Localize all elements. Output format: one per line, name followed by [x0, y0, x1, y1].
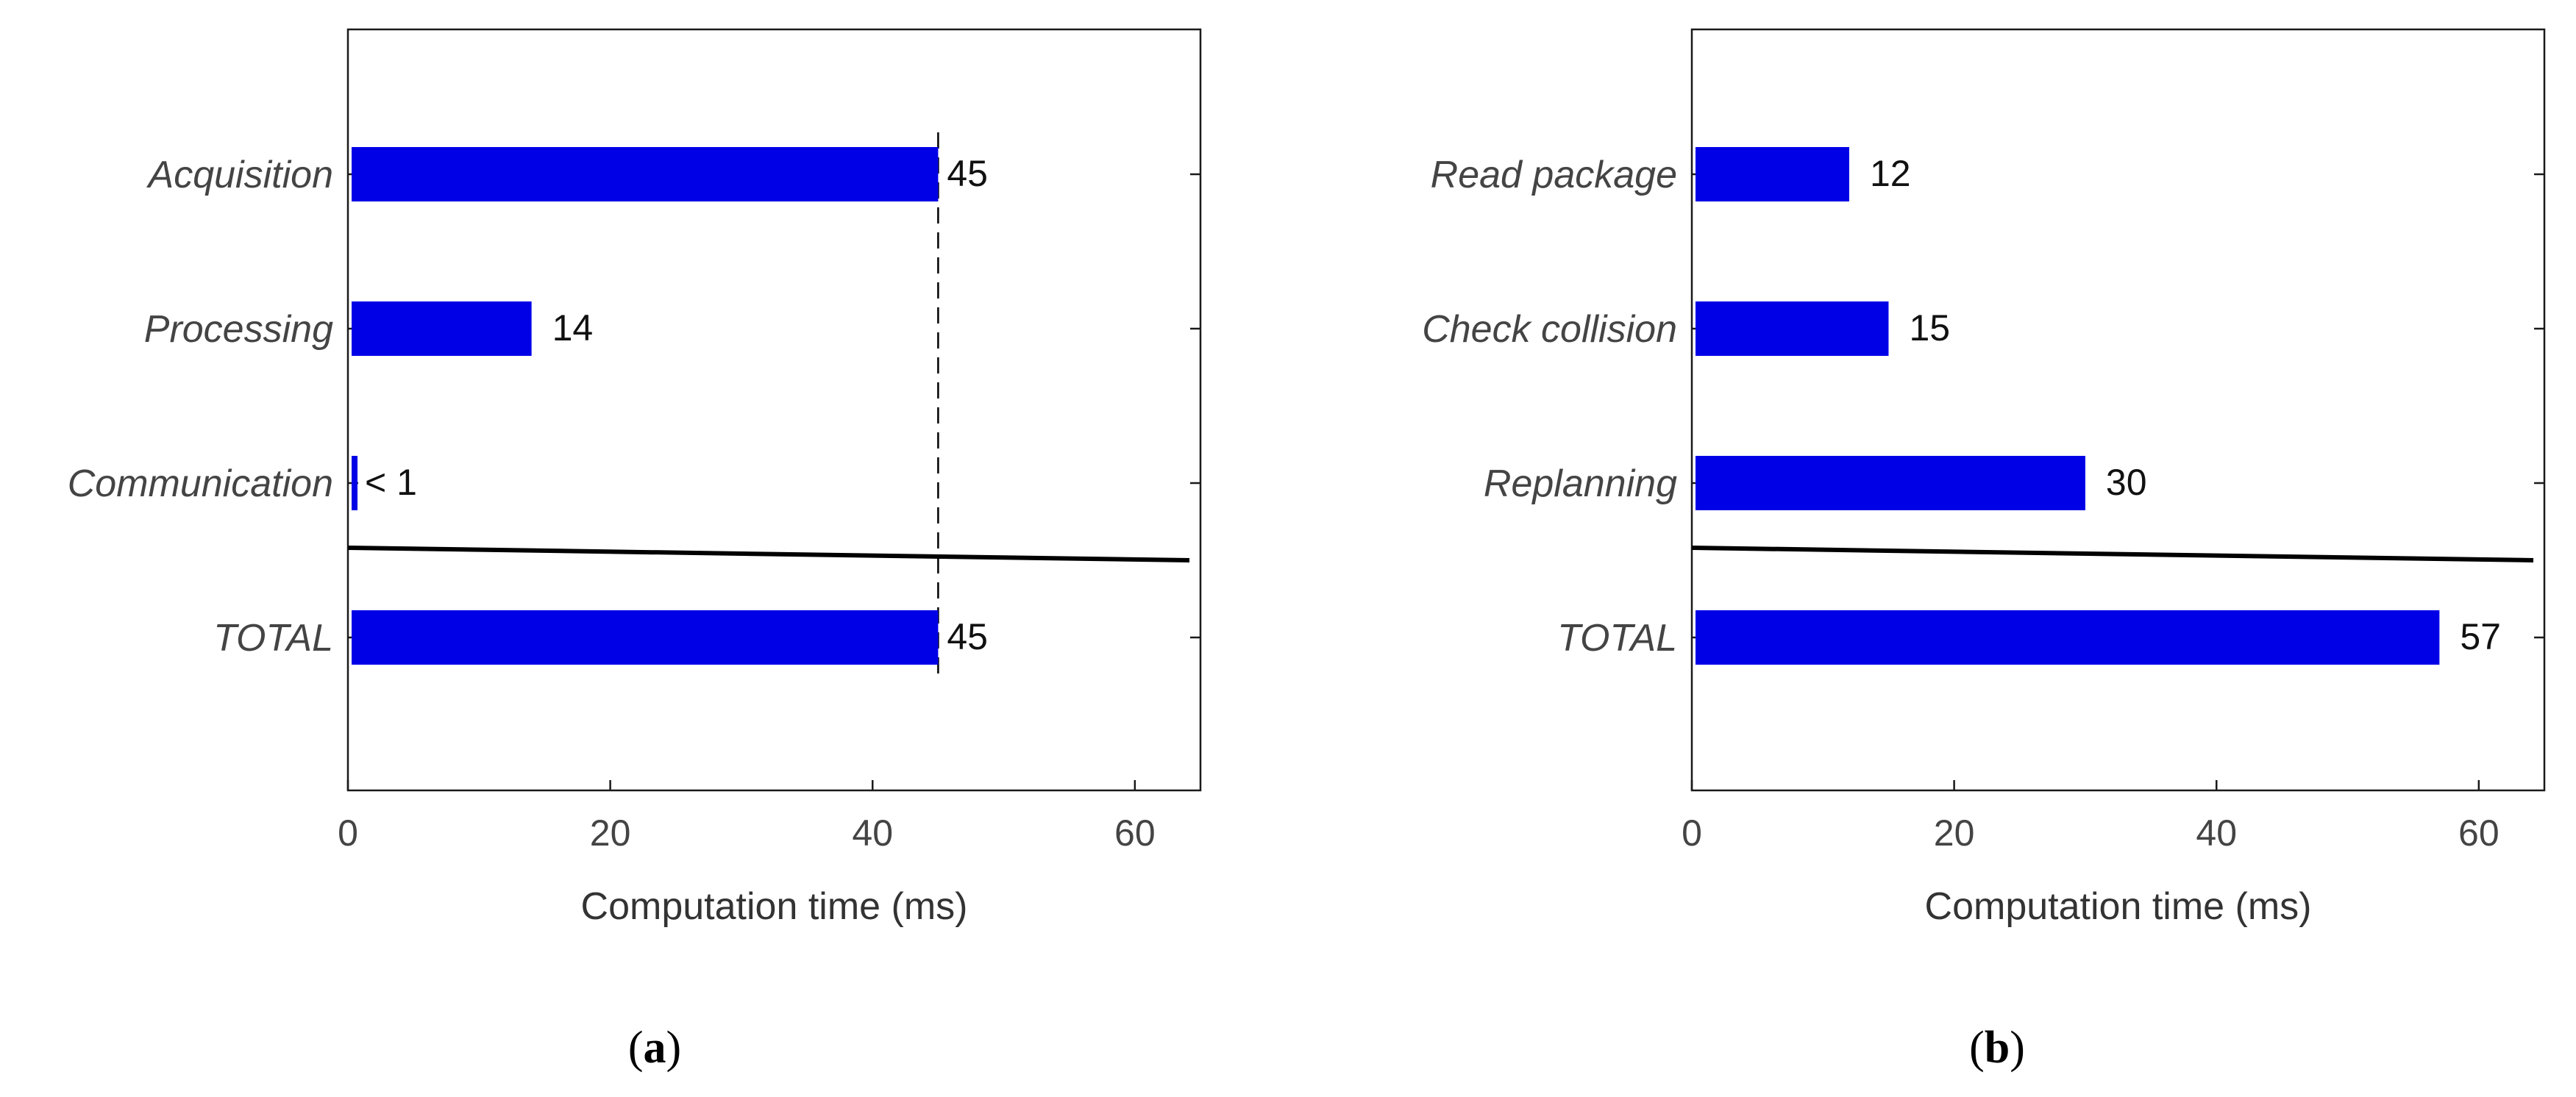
total-separator-line: [1691, 546, 2534, 562]
panel-label: (a): [628, 1023, 681, 1073]
x-axis-label: Computation time (ms): [1925, 885, 2312, 928]
x-tick-label: 0: [338, 812, 358, 854]
x-tick-label: 0: [1682, 812, 1702, 854]
value-label: 12: [1870, 153, 1911, 194]
chart-a: 0 20 40 60 Computation time (ms) Acquisition 4…: [68, 28, 1202, 1073]
bar: [1696, 610, 2440, 665]
value-label: 14: [552, 307, 594, 349]
bar: [352, 301, 532, 356]
x-tick-label: 20: [1934, 812, 1975, 854]
category-label: Processing: [144, 308, 333, 351]
total-separator-line: [347, 546, 1190, 562]
value-label: 45: [947, 616, 988, 657]
category-label: Replanning: [1484, 462, 1677, 505]
value-label: < 1: [365, 462, 417, 503]
bar: [352, 456, 357, 510]
category-label: Acquisition: [146, 154, 333, 196]
category-label: Check collision: [1422, 308, 1677, 351]
category-label: Read package: [1431, 154, 1677, 196]
bar: [352, 147, 939, 201]
x-tick-label: 40: [2196, 812, 2237, 854]
category-label: TOTAL: [213, 617, 333, 660]
plot-frame: [346, 28, 1202, 792]
category-label: Communication: [68, 462, 333, 505]
x-tick-label: 60: [2458, 812, 2499, 854]
value-label: 15: [1909, 307, 1950, 349]
x-axis-label: Computation time (ms): [581, 885, 968, 928]
category-label: TOTAL: [1557, 617, 1677, 660]
plot-frame: [1690, 28, 2546, 792]
x-tick-label: 60: [1114, 812, 1156, 854]
bar: [1696, 147, 1849, 201]
x-tick-label: 20: [590, 812, 631, 854]
bar: [352, 610, 939, 665]
panel-label: (b): [1969, 1023, 2025, 1073]
value-label: 30: [2106, 462, 2147, 503]
value-label: 57: [2460, 616, 2501, 657]
bar: [1696, 456, 2085, 510]
bar: [1696, 301, 1889, 356]
value-label: 45: [947, 153, 988, 194]
chart-b: 0 20 40 60 Computation time (ms) Read package…: [1422, 28, 2546, 1073]
x-tick-label: 40: [852, 812, 893, 854]
